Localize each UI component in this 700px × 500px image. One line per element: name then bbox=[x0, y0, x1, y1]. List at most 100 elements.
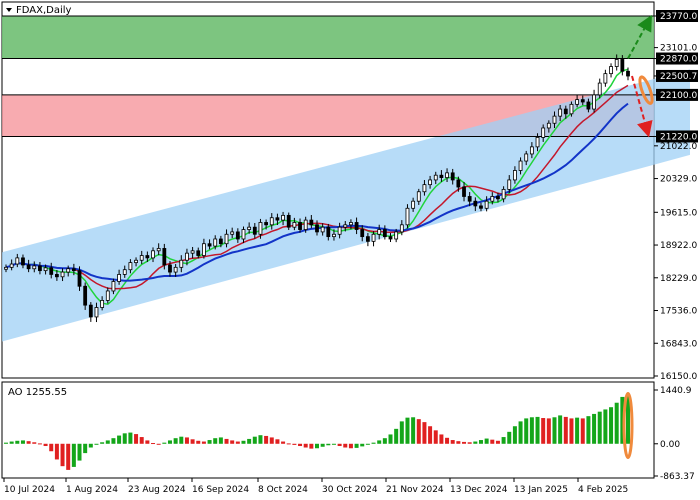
candle bbox=[416, 188, 421, 205]
y-tick-label: 16843.0 bbox=[660, 339, 697, 349]
price-highlight-ellipse bbox=[638, 75, 654, 105]
ao-bar bbox=[422, 422, 427, 444]
y-tick-label: 22100.0 bbox=[660, 91, 697, 101]
candle bbox=[100, 296, 105, 311]
candle bbox=[569, 101, 574, 117]
x-axis: 10 Jul 2024 1 Aug 2024 23 Aug 2024 16 Sep 2… bbox=[3, 478, 628, 495]
ao-bar bbox=[484, 438, 489, 444]
candle bbox=[43, 264, 48, 275]
ao-bar bbox=[77, 443, 82, 461]
candle bbox=[156, 243, 161, 256]
ao-bar bbox=[592, 413, 597, 444]
candle bbox=[473, 197, 478, 212]
candle bbox=[54, 270, 59, 281]
y-tick-label: 18922.0 bbox=[660, 241, 697, 251]
candle bbox=[145, 251, 150, 262]
ao-bar bbox=[365, 443, 370, 445]
ao-bar bbox=[303, 443, 308, 448]
candle bbox=[60, 268, 65, 282]
candle bbox=[94, 302, 99, 323]
price-label-box bbox=[656, 130, 698, 143]
candle bbox=[264, 219, 269, 230]
ao-bar bbox=[4, 442, 8, 444]
ao-bar bbox=[117, 435, 122, 444]
ao-bar bbox=[445, 437, 450, 444]
candle bbox=[298, 218, 302, 233]
x-tick-label: 13 Jan 2025 bbox=[514, 485, 568, 495]
trend-channel bbox=[2, 69, 690, 342]
candle bbox=[501, 186, 506, 203]
candle bbox=[286, 212, 291, 231]
candle bbox=[71, 263, 76, 276]
candle bbox=[580, 95, 585, 106]
ao-bar bbox=[541, 418, 546, 444]
ao-bar bbox=[467, 442, 472, 444]
candle bbox=[354, 217, 359, 235]
ao-bar bbox=[518, 421, 523, 444]
ao-bar bbox=[145, 440, 150, 444]
candle bbox=[38, 262, 42, 275]
candle bbox=[218, 235, 223, 248]
ao-bar bbox=[167, 440, 172, 444]
candle bbox=[326, 223, 331, 241]
ao-bar bbox=[32, 442, 37, 444]
ao-bar bbox=[122, 433, 127, 444]
candle bbox=[247, 222, 252, 234]
y-tick-label: 19615.0 bbox=[660, 208, 697, 218]
ao-bar bbox=[563, 416, 568, 444]
ao-bar bbox=[264, 435, 269, 444]
ao-bar bbox=[575, 417, 580, 444]
ao-bar bbox=[546, 418, 551, 444]
candle bbox=[518, 157, 523, 175]
x-tick-label: 10 Jul 2024 bbox=[4, 485, 55, 495]
ao-bar bbox=[151, 443, 156, 445]
candle bbox=[258, 218, 263, 239]
ao-bar bbox=[235, 441, 240, 444]
candle bbox=[128, 259, 133, 274]
candle bbox=[241, 226, 246, 244]
price-label-box bbox=[656, 69, 698, 82]
candle bbox=[196, 247, 201, 259]
candle bbox=[185, 248, 189, 266]
candle bbox=[207, 239, 212, 250]
candle bbox=[269, 213, 274, 230]
ao-bar bbox=[111, 438, 116, 444]
candle bbox=[349, 219, 353, 230]
ao-bar bbox=[173, 438, 178, 444]
candle bbox=[507, 175, 512, 194]
ao-bar bbox=[558, 415, 563, 444]
y-tick-label: 16150.0 bbox=[660, 372, 697, 382]
candle bbox=[360, 225, 365, 242]
resistance-zone bbox=[2, 16, 654, 59]
candle bbox=[134, 257, 138, 267]
candle bbox=[394, 228, 399, 243]
candle bbox=[83, 282, 88, 310]
y-tick-label: 23770.0 bbox=[660, 12, 697, 22]
ao-bar bbox=[207, 440, 212, 444]
candle bbox=[513, 166, 517, 184]
candle bbox=[558, 105, 563, 122]
ao-bar bbox=[473, 441, 478, 444]
x-tick-label: 1 Aug 2024 bbox=[66, 485, 118, 495]
ao-bar bbox=[218, 437, 223, 444]
ao-bar bbox=[490, 439, 495, 444]
ao-bar bbox=[597, 411, 602, 444]
candle bbox=[371, 231, 376, 247]
candle bbox=[462, 181, 466, 202]
ao-bar bbox=[43, 443, 48, 447]
dropdown-icon[interactable] bbox=[6, 8, 12, 12]
ao-bar bbox=[252, 436, 257, 444]
ao-bar bbox=[139, 437, 144, 444]
y-tick-label: 17536.0 bbox=[660, 307, 697, 317]
ao-bar bbox=[360, 443, 365, 447]
candle bbox=[117, 269, 121, 285]
ao-bar bbox=[552, 417, 557, 444]
ao-bar bbox=[134, 434, 139, 444]
candle bbox=[541, 124, 546, 142]
ao-bar bbox=[411, 417, 416, 444]
ao-tick-label: -863.37 bbox=[660, 472, 695, 482]
ao-bar bbox=[184, 437, 189, 444]
candle bbox=[382, 225, 387, 240]
ao-bar bbox=[269, 437, 274, 444]
candle bbox=[609, 63, 613, 78]
